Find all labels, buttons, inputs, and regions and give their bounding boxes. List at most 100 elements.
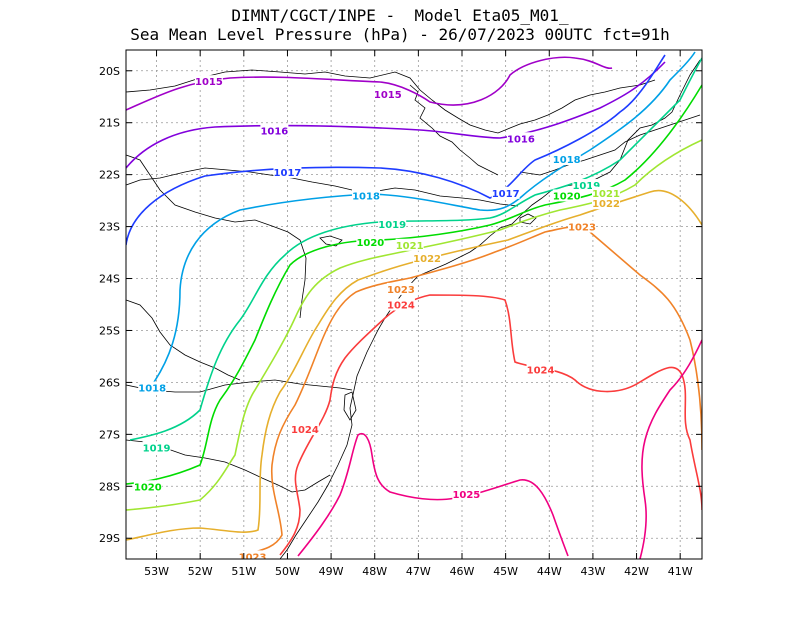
lon-tick-label: 44W: [537, 565, 562, 578]
isobar-1025-east: [639, 339, 702, 559]
contour-label: 1018: [352, 191, 380, 202]
state-border-pr-sc: [126, 379, 353, 393]
lon-tick-label: 52W: [188, 565, 213, 578]
contour-label-bg: [133, 480, 162, 493]
lat-tick-label: 21S: [99, 117, 120, 130]
contour-label-bg: [373, 88, 402, 101]
isobar-1021: [126, 139, 702, 511]
contour-label-bg: [552, 153, 581, 166]
contour-label: 1021: [396, 241, 424, 252]
isobar-1017: [126, 54, 666, 246]
lon-tick-label: 53W: [144, 565, 169, 578]
lon-tick-label: 41W: [668, 565, 693, 578]
coastline: [279, 59, 701, 559]
contour-label-bg: [491, 186, 520, 199]
contour-label-bg: [395, 238, 424, 251]
contour-label-bg: [386, 298, 415, 311]
lon-tick-label: 46W: [450, 565, 475, 578]
contour-label-bg: [230, 582, 258, 594]
contour-label-bg: [592, 186, 620, 199]
contour-label: 1016: [507, 134, 535, 145]
contour-label: 1018: [553, 155, 581, 166]
contour-label: 1022: [413, 254, 441, 265]
contour-label: 1023: [387, 285, 415, 296]
contour-label: 1018: [138, 384, 166, 395]
contour-label-bg: [452, 488, 481, 501]
contour-label-bg: [386, 282, 415, 295]
contour-label: 1024: [291, 425, 319, 436]
river-parana: [126, 154, 307, 319]
contour-label: 1020: [356, 238, 384, 249]
contour-label: 1020: [553, 191, 581, 202]
lon-tick-label: 43W: [580, 565, 605, 578]
state-border-sp-mg: [126, 167, 519, 207]
lat-tick-label: 23S: [99, 221, 120, 234]
coastline-islands: [343, 213, 537, 421]
isobar-1022: [126, 189, 702, 541]
contour-label: 1020: [134, 482, 162, 493]
contour-label: 1017: [274, 168, 302, 179]
isobar-layer: [126, 51, 702, 559]
lon-tick-label: 47W: [406, 565, 431, 578]
lat-tick-label: 20S: [99, 65, 120, 78]
lon-tick-label: 48W: [362, 565, 387, 578]
contour-label: 1017: [492, 189, 520, 200]
contour-label: 1022: [230, 584, 258, 595]
isobar-1016: [126, 61, 666, 169]
isobar-1025: [297, 433, 569, 557]
lon-tick-label: 49W: [319, 565, 344, 578]
map-frame: [125, 49, 703, 560]
lon-tick-label: 51W: [231, 565, 256, 578]
lon-tick-label: 45W: [493, 565, 518, 578]
inland-border-rj: [519, 114, 701, 176]
contour-label: 1021: [592, 189, 620, 200]
lat-tick-label: 27S: [99, 428, 120, 441]
chart-title-line1: DIMNT/CGCT/INPE - Model Eta05_M01_: [231, 6, 569, 25]
contour-label-bg: [378, 217, 407, 230]
country-border-west: [126, 299, 241, 381]
lat-tick-label: 25S: [99, 324, 120, 337]
contour-label-bg: [290, 423, 319, 436]
contour-label-bg: [194, 75, 223, 88]
lat-tick-label: 24S: [99, 273, 120, 286]
contour-label: 1024: [527, 365, 555, 376]
isobar-1015: [126, 56, 613, 111]
contour-label-bg: [526, 363, 555, 376]
contour-label-bg: [138, 381, 167, 394]
lat-tick-label: 26S: [99, 376, 120, 389]
lat-tick-label: 28S: [99, 480, 120, 493]
contour-label-bg: [413, 251, 442, 264]
contour-label: 1015: [374, 90, 402, 101]
contour-label-bg: [506, 132, 535, 145]
isobar-1023: [239, 225, 702, 557]
contour-label: 1019: [143, 443, 171, 454]
chart-title-line2: Sea Mean Level Pressure (hPa) - 26/07/20…: [130, 25, 670, 44]
contour-label-bg: [352, 189, 380, 202]
boundaries-layer: [126, 59, 701, 559]
contour-label: 1023: [239, 552, 267, 563]
contour-label-bg: [552, 189, 581, 202]
contour-label-bg: [356, 236, 385, 249]
contour-label: 1015: [195, 77, 223, 88]
contour-label: 1016: [260, 127, 288, 138]
lat-tick-label: 22S: [99, 169, 120, 182]
contour-label: 1019: [572, 181, 600, 192]
lon-tick-label: 42W: [624, 565, 649, 578]
contour-label-bg: [238, 550, 267, 559]
contour-label-bg: [260, 124, 289, 137]
contour-label-bg: [142, 441, 171, 454]
isobar-1018: [149, 51, 696, 389]
contour-label: 1022: [592, 199, 620, 210]
contour-label: 1025: [452, 490, 480, 501]
contour-labels: 1015 1015 1016 1016 1017 1017 1018 1018 1018 1019…: [133, 75, 620, 595]
lon-tick-label: 50W: [275, 565, 300, 578]
contour-label-bg: [568, 220, 596, 233]
island-paths-mg: [409, 84, 499, 176]
contour-label-bg: [273, 166, 302, 179]
contour-label: 1023: [568, 223, 596, 234]
axis-ticks: 53W 52W 51W 50W 49W 48W 47W 46W 45W 44W 43W 42W 41W 2…: [99, 50, 702, 578]
state-border-mg-north: [126, 69, 656, 134]
contour-label: 1019: [378, 220, 406, 231]
isobar-1019: [129, 57, 702, 441]
